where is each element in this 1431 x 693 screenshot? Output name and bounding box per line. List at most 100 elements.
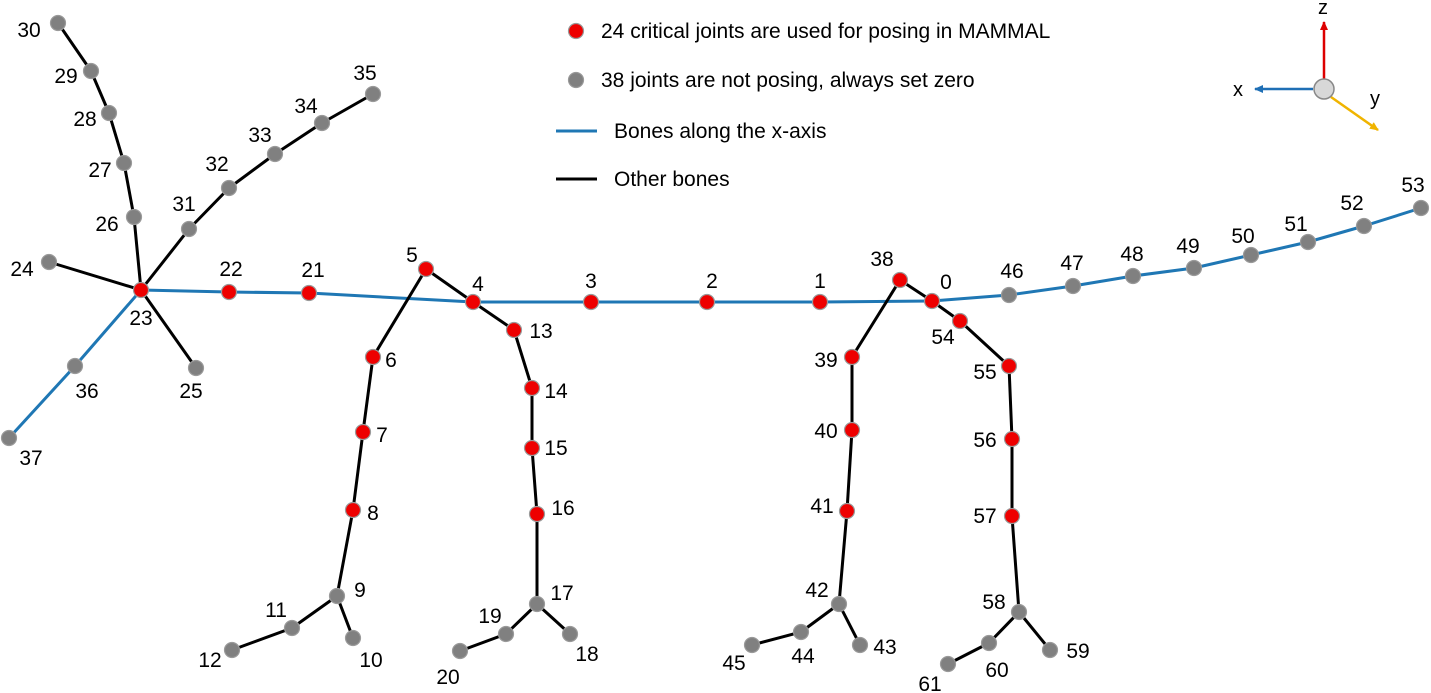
joint-label-18: 18: [575, 643, 598, 666]
joint-label-61: 61: [918, 673, 941, 693]
bone-29-30: [56, 21, 93, 73]
axis-y-label: y: [1370, 88, 1380, 110]
joint-20: [451, 642, 469, 660]
joint-label-31: 31: [172, 193, 195, 216]
bone-0-46: [930, 293, 1011, 303]
joint-10: [344, 629, 362, 647]
joint-9: [328, 587, 346, 605]
axes-indicator: x y z: [1233, 0, 1380, 132]
joint-label-29: 29: [54, 65, 77, 88]
joint-43: [851, 636, 869, 654]
bone-19-20: [458, 632, 508, 653]
joint-44: [792, 623, 810, 641]
joint-label-11: 11: [265, 599, 287, 622]
joint-54: [951, 312, 969, 330]
joint-6: [364, 348, 382, 366]
joint-2: [698, 293, 716, 311]
bone-11-12: [230, 626, 294, 652]
joint-18: [561, 625, 579, 643]
joint-label-51: 51: [1284, 213, 1307, 236]
joint-label-3: 3: [585, 270, 597, 293]
bone-40-41: [845, 428, 854, 513]
joint-label-23: 23: [129, 307, 152, 330]
bone-9-11: [290, 594, 339, 630]
bone-51-52: [1306, 224, 1366, 244]
bone-31-32: [187, 186, 231, 231]
bone-4-21: [307, 291, 475, 304]
legend-x-bones-label: Bones along the x-axis: [614, 120, 826, 143]
joint-label-58: 58: [982, 591, 1005, 614]
bone-49-50: [1192, 253, 1253, 270]
legend-critical-joint-icon: [567, 22, 585, 40]
joint-55: [1000, 357, 1018, 375]
joint-label-48: 48: [1120, 243, 1143, 266]
bone-38-39: [850, 278, 902, 359]
bone-55-56: [1007, 364, 1014, 441]
bone-27-28: [107, 111, 126, 165]
joint-25: [187, 359, 205, 377]
bone-4-5: [424, 267, 475, 304]
joint-51: [1299, 233, 1317, 251]
joint-8: [344, 501, 362, 519]
bone-47-48: [1071, 274, 1135, 288]
joint-label-2: 2: [706, 270, 718, 293]
joint-label-32: 32: [205, 153, 228, 176]
bone-34-35: [320, 92, 375, 125]
joint-label-13: 13: [529, 320, 552, 343]
joint-label-0: 0: [940, 271, 952, 294]
joint-49: [1185, 259, 1203, 277]
joint-12: [223, 641, 241, 659]
bone-21-22: [227, 290, 311, 295]
legend-noncritical-label: 38 joints are not posing, always set zer…: [601, 69, 975, 92]
joint-label-9: 9: [354, 579, 366, 602]
joint-26: [125, 208, 143, 226]
joint-label-41: 41: [810, 495, 833, 518]
joint-59: [1041, 641, 1059, 659]
joint-label-12: 12: [198, 649, 221, 672]
joint-label-16: 16: [551, 497, 574, 520]
joint-label-6: 6: [385, 349, 397, 372]
joint-label-50: 50: [1231, 225, 1254, 248]
joint-37: [0, 429, 18, 447]
joint-17: [528, 595, 546, 613]
joint-23: [132, 281, 150, 299]
joint-label-21: 21: [301, 259, 324, 282]
joint-31: [180, 220, 198, 238]
joint-label-56: 56: [973, 429, 996, 452]
joint-61: [939, 655, 957, 673]
bone-41-42: [837, 509, 849, 606]
bone-8-9: [335, 508, 355, 598]
axis-z-label: z: [1318, 0, 1328, 19]
joint-0: [923, 292, 941, 310]
axis-origin-icon: [1313, 78, 1335, 100]
bone-26-27: [122, 161, 136, 219]
joint-label-52: 52: [1340, 192, 1363, 215]
joint-7: [354, 423, 372, 441]
axis-y-line: [1330, 95, 1379, 132]
joint-29: [82, 62, 100, 80]
bone-6-7: [361, 355, 375, 434]
joint-11: [283, 619, 301, 637]
legend-critical-label: 24 critical joints are used for posing i…: [601, 20, 1050, 43]
bone-54-55: [958, 319, 1011, 368]
joint-label-55: 55: [973, 361, 996, 384]
joint-22: [220, 283, 238, 301]
joint-3: [582, 293, 600, 311]
joint-34: [313, 114, 331, 132]
joint-46: [1000, 286, 1018, 304]
bone-7-8: [351, 430, 365, 512]
joint-4: [464, 293, 482, 311]
joint-42: [830, 595, 848, 613]
joint-5: [417, 260, 435, 278]
joint-label-49: 49: [1176, 235, 1199, 258]
bone-5-6: [371, 267, 428, 359]
joint-label-1: 1: [814, 270, 826, 293]
joint-45: [743, 636, 761, 654]
bone-0-1: [818, 299, 934, 304]
joint-label-42: 42: [805, 579, 828, 602]
joint-label-4: 4: [472, 273, 484, 296]
joint-39: [843, 348, 861, 366]
bone-32-33: [227, 152, 277, 190]
joint-40: [843, 421, 861, 439]
joint-label-19: 19: [478, 605, 501, 628]
